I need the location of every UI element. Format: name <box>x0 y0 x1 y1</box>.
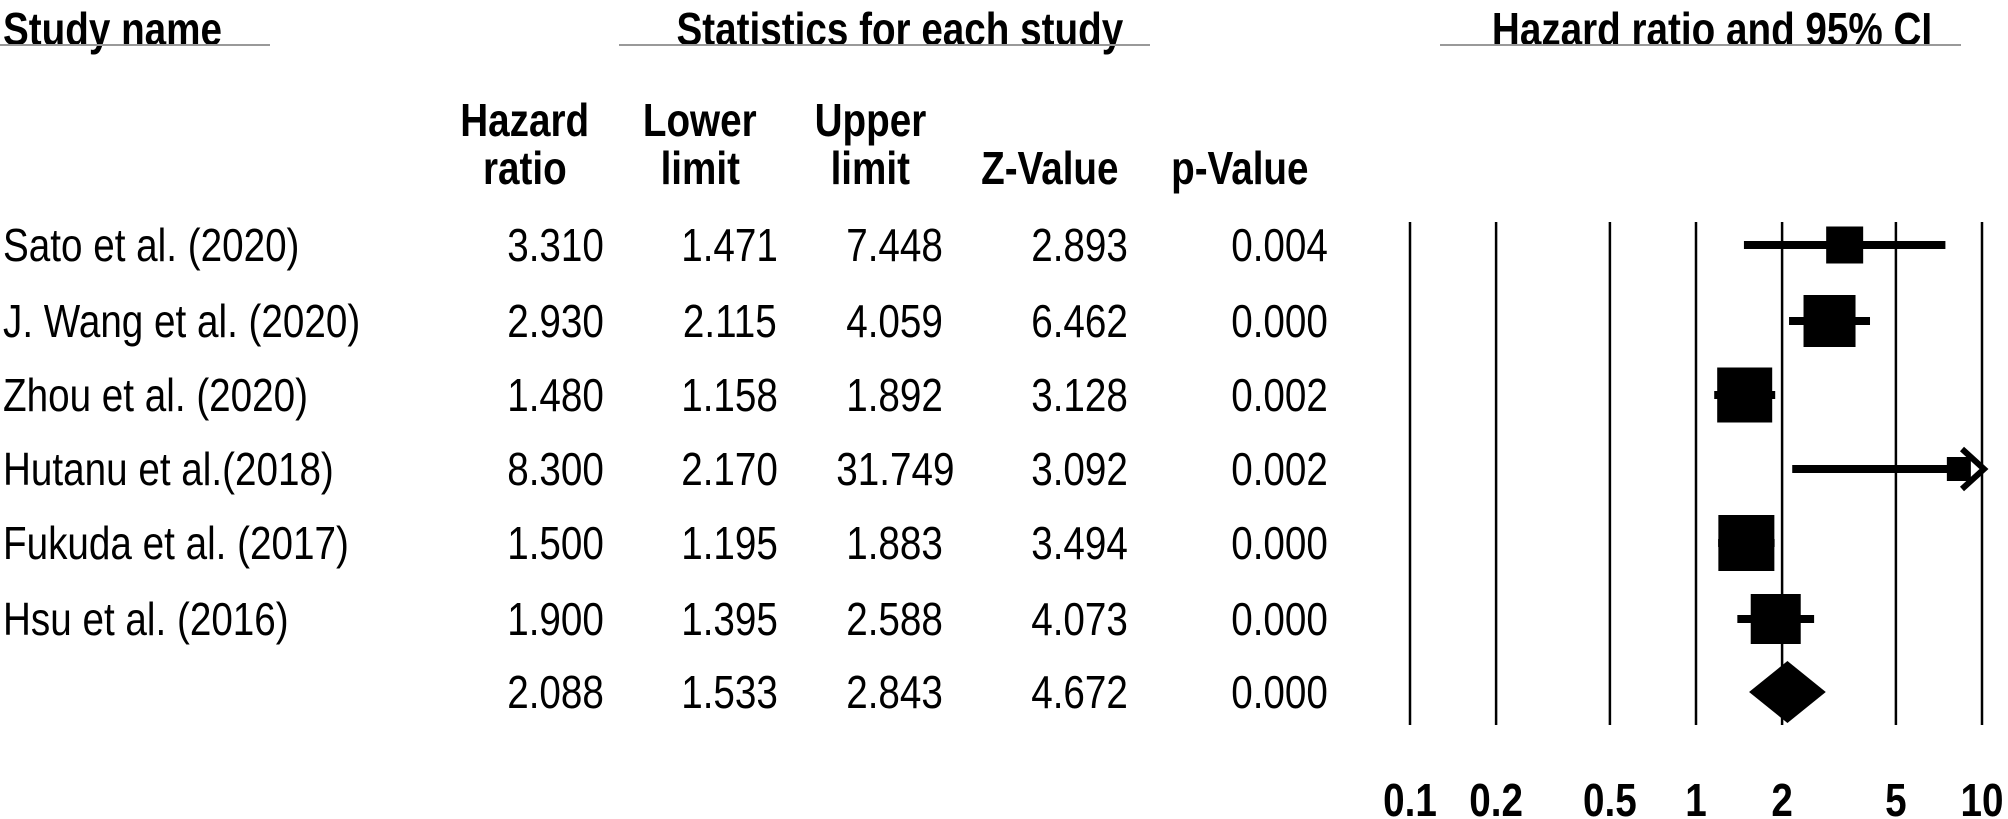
stat-column-header: Upper limit <box>720 96 1020 192</box>
stat-value: 3.310 <box>507 219 605 271</box>
stat-column-header-line: Hazard <box>460 94 590 146</box>
stat-value: 1.195 <box>681 517 779 569</box>
stat-value: 7.448 <box>846 219 944 271</box>
axis-tick-label: 5 <box>1885 775 1906 819</box>
stat-value: 3.128 <box>1031 369 1129 421</box>
stat-value: 0.002 <box>1231 443 1329 495</box>
stat-value: 3.494 <box>1031 517 1129 569</box>
study-name: Zhou et al. (2020) <box>3 369 309 421</box>
stat-column-header-line: limit <box>830 142 910 194</box>
stat-value: 8.300 <box>507 443 605 495</box>
ci-clip-arrow <box>1959 446 1989 492</box>
stat-value: 3.092 <box>1031 443 1129 495</box>
axis-tick: 10 <box>1961 775 2004 819</box>
study-name: Sato et al. (2020) <box>3 219 300 271</box>
hr-marker-square <box>1718 515 1775 571</box>
stat-value: 2.893 <box>1031 219 1129 271</box>
stat-value: 2.088 <box>507 666 605 718</box>
hr-marker-square <box>1826 226 1864 264</box>
stat-value: 0.000 <box>1231 517 1329 569</box>
axis-tick: 5 <box>1885 775 1906 819</box>
stat-value: 6.462 <box>1031 295 1129 347</box>
stat-column-header-line: Lower <box>643 94 757 146</box>
study-name: J. Wang et al. (2020) <box>3 295 361 347</box>
hr-marker-square <box>1750 594 1801 644</box>
stat-column-header-line: p-Value <box>1171 142 1309 194</box>
stat-value: 1.900 <box>507 593 605 645</box>
stat-value: 2.930 <box>507 295 605 347</box>
hr-marker-square <box>1946 457 1971 481</box>
axis-tick: 2 <box>1771 775 1792 819</box>
stat-value: 1.480 <box>507 369 605 421</box>
stat-value: 0.000 <box>1231 666 1329 718</box>
study-name: Hsu et al. (2016) <box>3 593 289 645</box>
stat-value: 4.672 <box>1031 666 1129 718</box>
axis-tick-label: 2 <box>1771 775 1792 819</box>
stat-value: 2.170 <box>681 443 779 495</box>
stat-value: 1.892 <box>846 369 944 421</box>
stat-value: 1.533 <box>681 666 779 718</box>
stat-value: 0.000 <box>1231 295 1329 347</box>
stat-column-header: Z-Value <box>900 96 1200 192</box>
stat-column-header: Hazard ratio <box>375 96 675 192</box>
axis-tick: 0.5 <box>1583 775 1637 819</box>
axis-tick-label: 0.1 <box>1383 775 1437 819</box>
stat-value: 0.002 <box>1231 369 1329 421</box>
stat-value: 1.883 <box>846 517 944 569</box>
stat-column-header-line: limit <box>660 142 740 194</box>
summary-diamond <box>1749 661 1826 723</box>
hr-marker-square <box>1717 367 1773 423</box>
study-name: Fukuda et al. (2017) <box>3 517 349 569</box>
axis-tick: 0.1 <box>1383 775 1437 819</box>
axis-tick: 1 <box>1685 775 1706 819</box>
axis-tick-label: 10 <box>1961 775 2004 819</box>
stat-value: 1.471 <box>681 219 779 271</box>
stat-value: 1.500 <box>507 517 605 569</box>
stat-value: 2.588 <box>846 593 944 645</box>
stat-value: 4.059 <box>846 295 944 347</box>
axis-tick-label: 1 <box>1685 775 1706 819</box>
plot-column-underline <box>1440 44 1961 46</box>
study-name: Hutanu et al.(2018) <box>3 443 334 495</box>
axis-tick-label: 0.5 <box>1583 775 1637 819</box>
hr-marker-square <box>1803 295 1856 347</box>
stat-value: 1.395 <box>681 593 779 645</box>
stat-value: 2.115 <box>683 295 777 347</box>
stat-column-header-line: Upper <box>814 94 926 146</box>
stat-column-header-line: Z-Value <box>981 142 1119 194</box>
stat-value: 0.000 <box>1231 593 1329 645</box>
stat-value: 31.749 <box>835 443 955 495</box>
axis-tick-label: 0.2 <box>1469 775 1523 819</box>
stat-value: 0.004 <box>1231 219 1329 271</box>
stat-column-header: Lower limit <box>550 96 850 192</box>
axis-tick: 0.2 <box>1469 775 1523 819</box>
stat-value: 2.843 <box>846 666 944 718</box>
stat-value: 1.158 <box>681 369 779 421</box>
stat-value: 4.073 <box>1031 593 1129 645</box>
study-column-underline <box>0 44 270 46</box>
stat-column-header-line: ratio <box>483 142 567 194</box>
stat-column-header: p-Value <box>1090 96 1390 192</box>
stats-column-underline <box>619 44 1150 46</box>
